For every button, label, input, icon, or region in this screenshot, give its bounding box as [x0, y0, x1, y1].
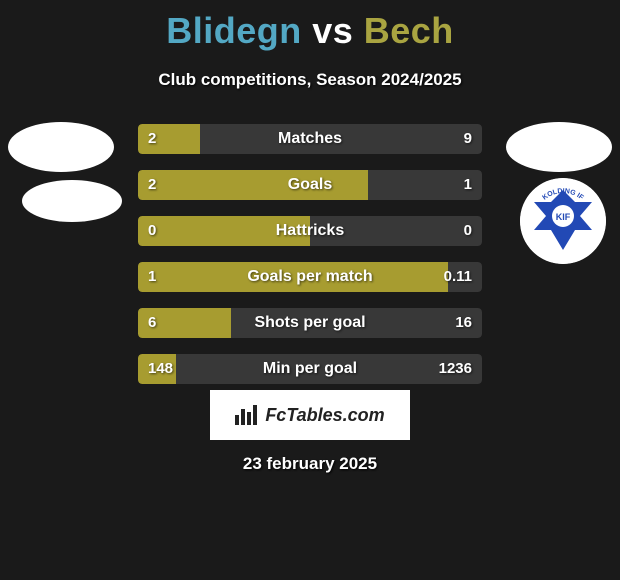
stat-label: Hattricks — [138, 216, 482, 246]
club-badge-icon: KIF KOLDING IF — [520, 178, 606, 264]
stat-row: 1481236Min per goal — [138, 354, 482, 384]
stat-label: Goals — [138, 170, 482, 200]
stat-label: Shots per goal — [138, 308, 482, 338]
title-player1: Blidegn — [166, 10, 302, 51]
stat-row: 10.11Goals per match — [138, 262, 482, 292]
stat-label: Min per goal — [138, 354, 482, 384]
stat-row: 21Goals — [138, 170, 482, 200]
player1-avatar-placeholder — [8, 122, 114, 172]
stat-label: Matches — [138, 124, 482, 154]
stat-row: 00Hattricks — [138, 216, 482, 246]
title-player2: Bech — [364, 10, 454, 51]
title-vs: vs — [312, 10, 364, 51]
subtitle: Club competitions, Season 2024/2025 — [0, 70, 620, 90]
player2-avatar-placeholder — [506, 122, 612, 172]
svg-text:KIF: KIF — [556, 212, 571, 222]
fctables-label: FcTables.com — [265, 405, 384, 426]
fctables-watermark: FcTables.com — [210, 390, 410, 440]
page-title: Blidegn vs Bech — [0, 0, 620, 52]
stat-bars: 29Matches 21Goals 00Hattricks 10.11Goals pe… — [138, 124, 482, 400]
fctables-logo-icon — [235, 405, 259, 425]
stat-row: 616Shots per goal — [138, 308, 482, 338]
player2-club-badge: KIF KOLDING IF — [520, 178, 606, 264]
stat-label: Goals per match — [138, 262, 482, 292]
date-label: 23 february 2025 — [0, 454, 620, 474]
player1-club-placeholder — [22, 180, 122, 222]
stat-row: 29Matches — [138, 124, 482, 154]
